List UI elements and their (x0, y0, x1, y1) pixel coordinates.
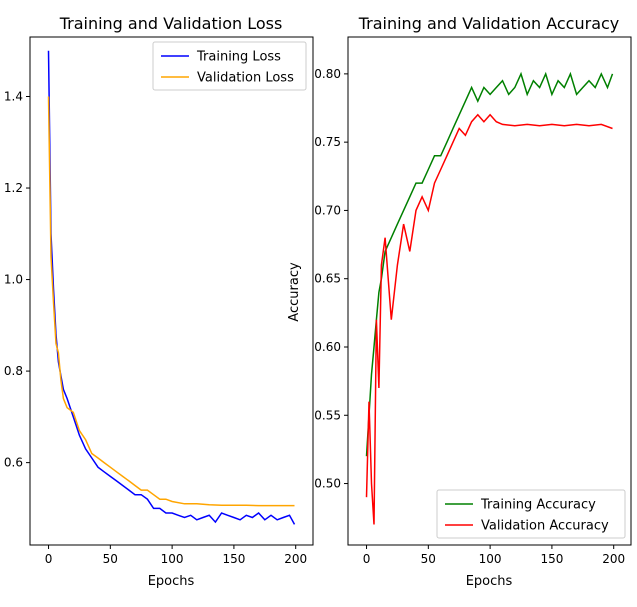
loss-xtick-label: 100 (161, 552, 184, 566)
accuracy-ytick-label: 0.70 (314, 203, 341, 217)
loss-chart-xlabel: Epochs (148, 574, 195, 589)
accuracy-ytick-label: 0.80 (314, 67, 341, 81)
accuracy-series-line-0 (365, 71, 614, 457)
loss-plot-area: 0 50 100 150 200 0.6 0.8 1.0 1.2 1.4 Training Loss… (4, 36, 314, 566)
accuracy-legend-label-1: Validation Accuracy (481, 519, 609, 534)
loss-legend-label-0: Training Loss (196, 50, 281, 65)
loss-ytick-label: 1.4 (4, 89, 23, 103)
accuracy-ytick-label: 0.55 (314, 408, 341, 422)
loss-series-line-0 (47, 50, 296, 525)
accuracy-xtick-label: 200 (602, 552, 625, 566)
loss-ytick-label: 0.8 (4, 364, 23, 378)
accuracy-ytick-label: 0.60 (314, 340, 341, 354)
accuracy-legend-label-0: Training Accuracy (480, 498, 596, 513)
accuracy-chart-title: Training and Validation Accuracy (358, 14, 620, 33)
accuracy-ytick-label: 0.50 (314, 477, 341, 491)
accuracy-ytick-label: 0.65 (314, 272, 341, 286)
accuracy-xtick-label: 0 (363, 552, 371, 566)
accuracy-axes-frame (347, 36, 632, 546)
accuracy-legend-box (436, 489, 626, 539)
loss-xtick-label: 50 (103, 552, 118, 566)
accuracy-series-line-1 (365, 113, 613, 525)
loss-ytick-label: 1.0 (4, 273, 23, 287)
loss-legend: Training Loss Validation Loss (152, 41, 307, 91)
accuracy-chart-ylabel: Accuracy (287, 262, 302, 322)
loss-chart: Training and Validation Loss Epochs 0 50 1… (4, 14, 314, 589)
loss-xtick-label: 150 (222, 552, 245, 566)
accuracy-chart-xlabel: Epochs (466, 574, 513, 589)
accuracy-ytick-label: 0.75 (314, 135, 341, 149)
loss-axes-frame (29, 36, 314, 546)
accuracy-xtick-label: 100 (479, 552, 502, 566)
accuracy-chart: Training and Validation Accuracy Epochs … (287, 14, 632, 589)
loss-xtick-label: 200 (284, 552, 307, 566)
loss-legend-box (152, 41, 307, 91)
loss-ytick-label: 0.6 (4, 456, 23, 470)
loss-chart-title: Training and Validation Loss (59, 14, 283, 33)
accuracy-xtick-label: 50 (421, 552, 436, 566)
accuracy-legend: Training Accuracy Validation Accuracy (436, 489, 626, 539)
loss-ytick-label: 1.2 (4, 181, 23, 195)
accuracy-xtick-label: 150 (540, 552, 563, 566)
loss-legend-label-1: Validation Loss (197, 71, 294, 86)
loss-series-line-1 (47, 96, 295, 507)
accuracy-plot-area: 0 50 100 150 200 0.50 0.55 0.60 0.65 0.70 0.75 0.80… (314, 36, 632, 566)
loss-xtick-label: 0 (45, 552, 53, 566)
